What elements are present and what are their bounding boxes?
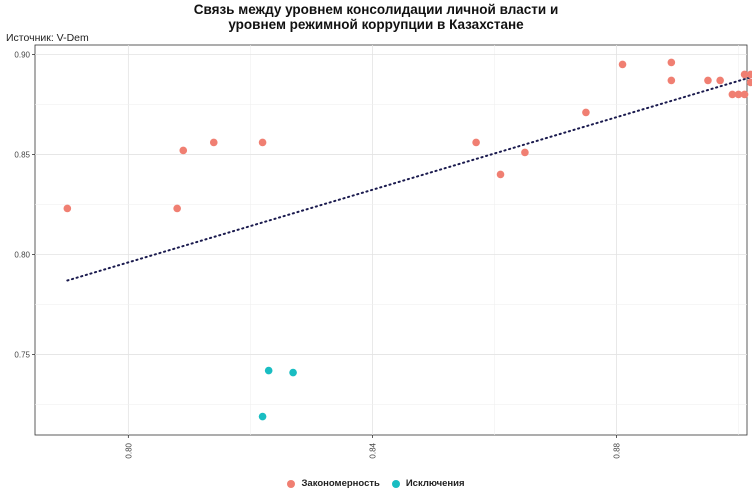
- plot-panel: [34, 44, 748, 436]
- legend-item-exceptions: Исключения: [391, 478, 465, 489]
- grid-lines: [35, 45, 747, 435]
- data-point-exception: [258, 412, 267, 421]
- data-point-pattern: [496, 170, 505, 179]
- data-point-pattern: [179, 146, 188, 155]
- data-point-exception: [289, 368, 297, 377]
- data-point-pattern: [704, 76, 712, 85]
- data-point-pattern: [667, 76, 676, 85]
- chart-title: Связь между уровнем консолидации личной …: [0, 2, 752, 32]
- x-tick-label: 0.84: [368, 442, 377, 458]
- y-tick-label: 0.80: [14, 251, 30, 260]
- chart-title-line-1: Связь между уровнем консолидации личной …: [193, 2, 559, 17]
- legend-label-pattern: Закономерность: [301, 478, 380, 489]
- chart-title-line-2: уровнем режимной коррупции в Казахстане: [228, 17, 524, 32]
- data-point-pattern: [173, 204, 181, 213]
- legend-item-pattern: Закономерность: [287, 478, 380, 489]
- y-tick-label: 0.85: [14, 150, 30, 159]
- legend-marker-pattern: [287, 479, 296, 488]
- data-point-pattern: [740, 90, 749, 99]
- y-tick-label: 0.75: [14, 351, 30, 360]
- data-point-pattern: [209, 138, 218, 147]
- data-point-pattern: [716, 76, 724, 85]
- data-point-pattern: [472, 138, 480, 147]
- legend-label-exceptions: Исключения: [405, 478, 465, 489]
- chart-subtitle: Источник: V-Dem: [6, 32, 89, 44]
- axis-ticks: 0.80 0.84 0.88 0.75 0.80 0.85 0.90: [14, 50, 621, 458]
- x-tick-label: 0.80: [124, 442, 133, 458]
- data-point-exception: [264, 366, 273, 375]
- data-point-pattern: [63, 204, 72, 213]
- data-point-pattern: [746, 70, 752, 79]
- data-points: [63, 58, 752, 421]
- data-point-pattern: [667, 58, 676, 67]
- data-point-pattern: [521, 148, 529, 157]
- data-point-pattern: [734, 90, 743, 99]
- data-point-pattern: [582, 108, 590, 117]
- legend-marker-exceptions: [391, 479, 400, 488]
- trend-line-group: [66, 75, 752, 282]
- trend-line: [66, 75, 752, 282]
- x-tick-label: 0.88: [612, 442, 621, 458]
- y-tick-label: 0.90: [14, 50, 30, 59]
- data-point-pattern: [618, 60, 627, 69]
- data-point-pattern: [740, 70, 749, 79]
- data-point-pattern: [258, 138, 267, 147]
- legend: Закономерность Исключения: [0, 478, 752, 489]
- data-point-pattern: [728, 90, 737, 99]
- data-point-pattern: [746, 78, 752, 87]
